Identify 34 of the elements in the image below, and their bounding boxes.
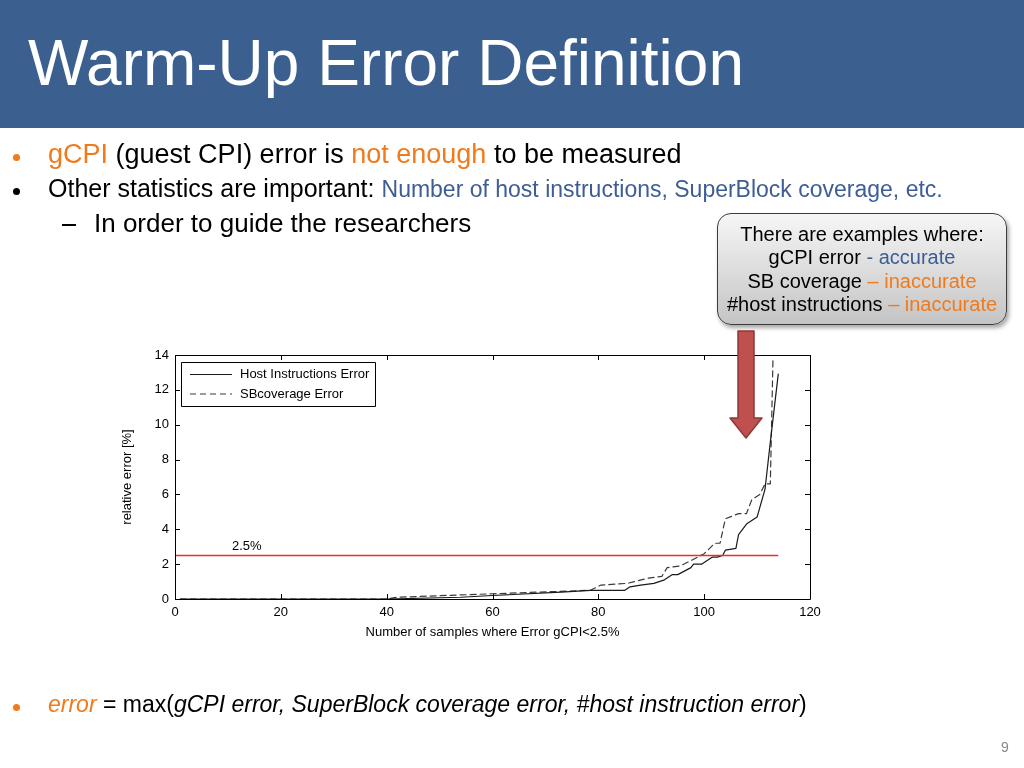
y-tick-label: 14 bbox=[154, 346, 169, 362]
y-tick-label: 10 bbox=[154, 416, 169, 432]
text: Number of host instructions, SuperBlock coverage, etc. bbox=[381, 176, 943, 203]
text: = max( bbox=[103, 691, 174, 718]
x-tick-label: 0 bbox=[171, 604, 179, 620]
callout-box: There are examples where: gCPI error - accurate SB coverage – inaccurate #host instructions – inaccurate bbox=[717, 213, 1007, 325]
x-tick-label: 100 bbox=[693, 604, 716, 620]
y-axis-title: relative error [%] bbox=[119, 429, 135, 525]
ref-line-label: 2.5% bbox=[232, 538, 263, 554]
legend-label: Host Instructions Error bbox=[240, 366, 370, 382]
x-tick-label: 80 bbox=[591, 604, 606, 620]
text: gCPI error, SuperBlock coverage error, #host instruction error bbox=[173, 691, 800, 718]
y-tick-label: 4 bbox=[161, 520, 169, 536]
text: not enough bbox=[351, 139, 487, 170]
text: (guest CPI) error is bbox=[115, 139, 344, 170]
text: 9 bbox=[1001, 739, 1009, 755]
y-tick-label: 0 bbox=[161, 590, 169, 606]
y-tick-label: 2 bbox=[161, 555, 169, 571]
x-tick-label: 120 bbox=[799, 604, 821, 620]
x-axis-title: Number of samples where Error gCPI<2.5% bbox=[365, 623, 620, 639]
x-tick-label: 40 bbox=[379, 604, 394, 620]
text: ) bbox=[799, 691, 807, 718]
y-tick-label: 12 bbox=[154, 381, 169, 397]
x-tick-label: 20 bbox=[273, 604, 289, 620]
text: error bbox=[48, 691, 97, 718]
text: In order to guide the researchers bbox=[94, 208, 472, 239]
y-tick-label: 8 bbox=[161, 451, 169, 467]
text: gCPI bbox=[48, 139, 109, 170]
x-tick-label: 60 bbox=[485, 604, 500, 620]
text: Other statistics are important: bbox=[48, 174, 375, 203]
y-tick-label: 6 bbox=[161, 486, 169, 502]
text: to be measured bbox=[493, 139, 682, 170]
legend-label: SBcoverage Error bbox=[240, 385, 344, 401]
chart-title: Warm-Up Error Definition bbox=[28, 26, 744, 101]
